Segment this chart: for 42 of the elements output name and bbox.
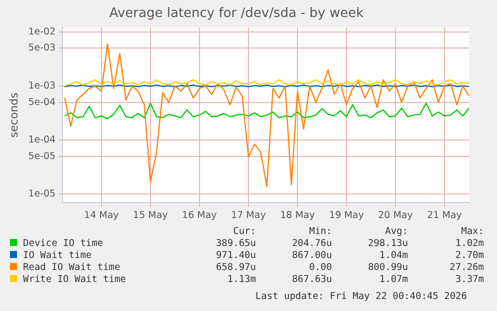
x-tick-label: 20 May bbox=[378, 210, 414, 221]
text: 3.37m bbox=[454, 274, 484, 286]
y-tick-label: 1e-02 bbox=[28, 26, 56, 38]
text: 867.63u bbox=[290, 274, 332, 286]
text: 298.13u bbox=[366, 238, 408, 250]
text: 971.40u bbox=[214, 250, 256, 262]
text: Max: bbox=[460, 226, 484, 238]
legend-label: IO Wait time bbox=[23, 250, 92, 261]
chart-title: Average latency for /dev/sda - by week bbox=[109, 6, 364, 22]
y-tick-label: 1e-04 bbox=[28, 134, 56, 146]
text: 27.26m bbox=[448, 262, 484, 274]
text: 204.76u bbox=[290, 238, 332, 250]
text: 1.13m bbox=[226, 274, 256, 286]
text: 658.97u bbox=[214, 262, 256, 274]
x-tick-label: 14 May bbox=[84, 210, 120, 221]
x-tick-label: 21 May bbox=[427, 210, 462, 221]
text: Last update: Fri May 22 00:40:45 2026 bbox=[255, 291, 467, 302]
y-tick-label: 5e-05 bbox=[28, 150, 56, 162]
legend-label: Read IO Wait time bbox=[23, 262, 120, 273]
x-tick-label: 18 May bbox=[280, 210, 316, 221]
x-tick-label: 19 May bbox=[329, 210, 364, 221]
text: 1.02m bbox=[454, 238, 484, 250]
text: 2.70m bbox=[454, 250, 484, 262]
x-tick-label: 15 May bbox=[133, 210, 168, 221]
x-tick-label: 16 May bbox=[182, 210, 218, 221]
y-axis-title: seconds bbox=[7, 92, 20, 138]
text: Cur: bbox=[232, 226, 256, 238]
y-tick-label: 5e-04 bbox=[28, 96, 56, 108]
text: 1.04m bbox=[378, 250, 408, 262]
y-tick-label: 1e-05 bbox=[28, 188, 56, 200]
y-tick-label: 5e-03 bbox=[28, 42, 56, 54]
legend-label: Write IO Wait time bbox=[23, 274, 126, 285]
text: 867.00u bbox=[290, 250, 332, 262]
text: 389.65u bbox=[214, 238, 256, 250]
legend-label: Device IO time bbox=[23, 238, 104, 249]
text: Min: bbox=[308, 226, 332, 238]
x-tick-label: 17 May bbox=[231, 210, 266, 221]
text: Avg: bbox=[384, 226, 408, 238]
y-tick-label: 1e-03 bbox=[28, 80, 56, 92]
text: 0.00 bbox=[308, 262, 332, 274]
text: 800.99u bbox=[366, 262, 408, 274]
text: 1.07m bbox=[378, 274, 408, 286]
